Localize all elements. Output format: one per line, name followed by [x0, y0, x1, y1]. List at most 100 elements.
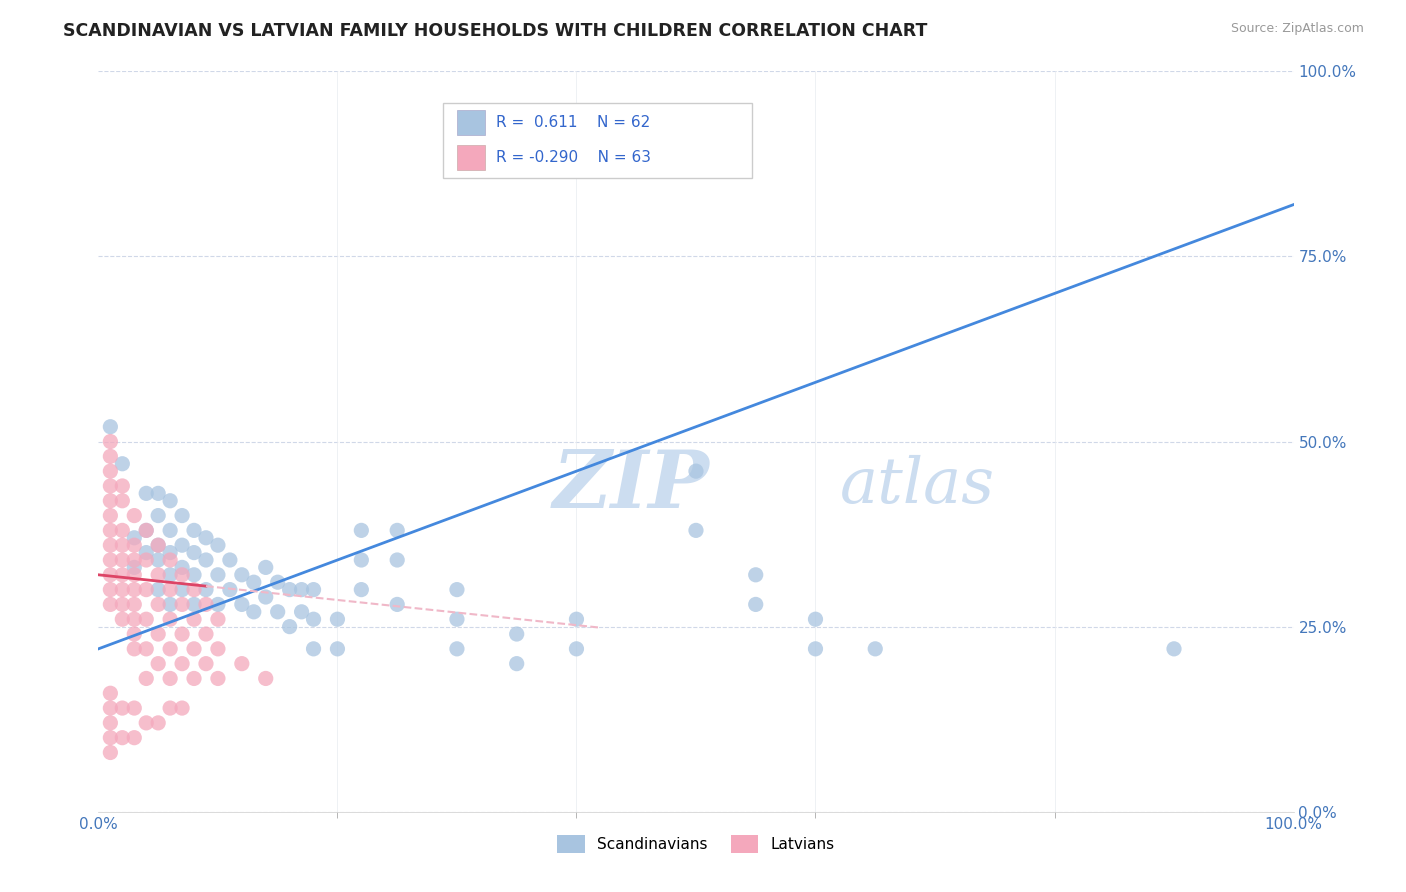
Point	[565, 641, 588, 656]
Point	[231, 598, 253, 612]
Point	[124, 731, 146, 745]
Point	[159, 672, 181, 686]
Point	[98, 479, 122, 493]
Legend: Scandinavians, Latvians: Scandinavians, Latvians	[551, 829, 841, 860]
Point	[124, 641, 146, 656]
Point	[135, 582, 157, 597]
Point	[302, 582, 325, 597]
Point	[195, 657, 218, 671]
Point	[111, 479, 134, 493]
Point	[159, 582, 181, 597]
Point	[148, 538, 170, 552]
Text: R = -0.290    N = 63: R = -0.290 N = 63	[496, 151, 651, 165]
Point	[326, 641, 349, 656]
Point	[267, 605, 290, 619]
Point	[148, 508, 170, 523]
Point	[111, 493, 134, 508]
Point	[159, 493, 181, 508]
Point	[172, 567, 194, 582]
Point	[98, 715, 122, 730]
Point	[183, 546, 205, 560]
Point	[804, 612, 827, 626]
Point	[267, 575, 290, 590]
Point	[98, 508, 122, 523]
Point	[111, 567, 134, 582]
Point	[148, 538, 170, 552]
Point	[291, 582, 314, 597]
Point	[159, 612, 181, 626]
Point	[124, 560, 146, 574]
Point	[195, 598, 218, 612]
Point	[565, 612, 588, 626]
Point	[98, 553, 122, 567]
Point	[135, 524, 157, 538]
Point	[183, 582, 205, 597]
Point	[219, 582, 242, 597]
Text: SCANDINAVIAN VS LATVIAN FAMILY HOUSEHOLDS WITH CHILDREN CORRELATION CHART: SCANDINAVIAN VS LATVIAN FAMILY HOUSEHOLD…	[63, 22, 928, 40]
Point	[207, 612, 229, 626]
Point	[350, 582, 373, 597]
Point	[446, 612, 468, 626]
Point	[124, 531, 146, 545]
Point	[98, 582, 122, 597]
Point	[98, 731, 122, 745]
Point	[124, 612, 146, 626]
Point	[148, 598, 170, 612]
Point	[124, 553, 146, 567]
Point	[159, 567, 181, 582]
Point	[135, 612, 157, 626]
Point	[172, 508, 194, 523]
Point	[124, 538, 146, 552]
Text: Source: ZipAtlas.com: Source: ZipAtlas.com	[1230, 22, 1364, 36]
Point	[207, 672, 229, 686]
Point	[685, 524, 707, 538]
Point	[98, 450, 122, 464]
Point	[159, 553, 181, 567]
Point	[446, 641, 468, 656]
Point	[183, 612, 205, 626]
Text: R =  0.611    N = 62: R = 0.611 N = 62	[496, 115, 651, 129]
Point	[124, 627, 146, 641]
Point	[98, 686, 122, 700]
Point	[254, 590, 277, 604]
Point	[159, 598, 181, 612]
Point	[183, 598, 205, 612]
Point	[98, 701, 122, 715]
Point	[111, 701, 134, 715]
Point	[326, 612, 349, 626]
Point	[111, 598, 134, 612]
Point	[385, 598, 409, 612]
Point	[98, 419, 122, 434]
Point	[446, 582, 468, 597]
Point	[98, 598, 122, 612]
Point	[111, 524, 134, 538]
Point	[148, 567, 170, 582]
Point	[243, 605, 266, 619]
Point	[207, 641, 229, 656]
Point	[98, 493, 122, 508]
Point	[506, 657, 529, 671]
Point	[98, 464, 122, 478]
Point	[124, 598, 146, 612]
Point	[195, 627, 218, 641]
Text: ZIP: ZIP	[553, 447, 710, 524]
Point	[148, 657, 170, 671]
Point	[135, 553, 157, 567]
Point	[804, 641, 827, 656]
Point	[254, 560, 277, 574]
Point	[98, 567, 122, 582]
Point	[1163, 641, 1185, 656]
Point	[302, 641, 325, 656]
Point	[302, 612, 325, 626]
Point	[172, 701, 194, 715]
Point	[111, 553, 134, 567]
Point	[159, 701, 181, 715]
Point	[745, 598, 768, 612]
Point	[172, 627, 194, 641]
Point	[148, 715, 170, 730]
Point	[124, 582, 146, 597]
Point	[207, 598, 229, 612]
Point	[195, 531, 218, 545]
Point	[159, 641, 181, 656]
Point	[159, 524, 181, 538]
